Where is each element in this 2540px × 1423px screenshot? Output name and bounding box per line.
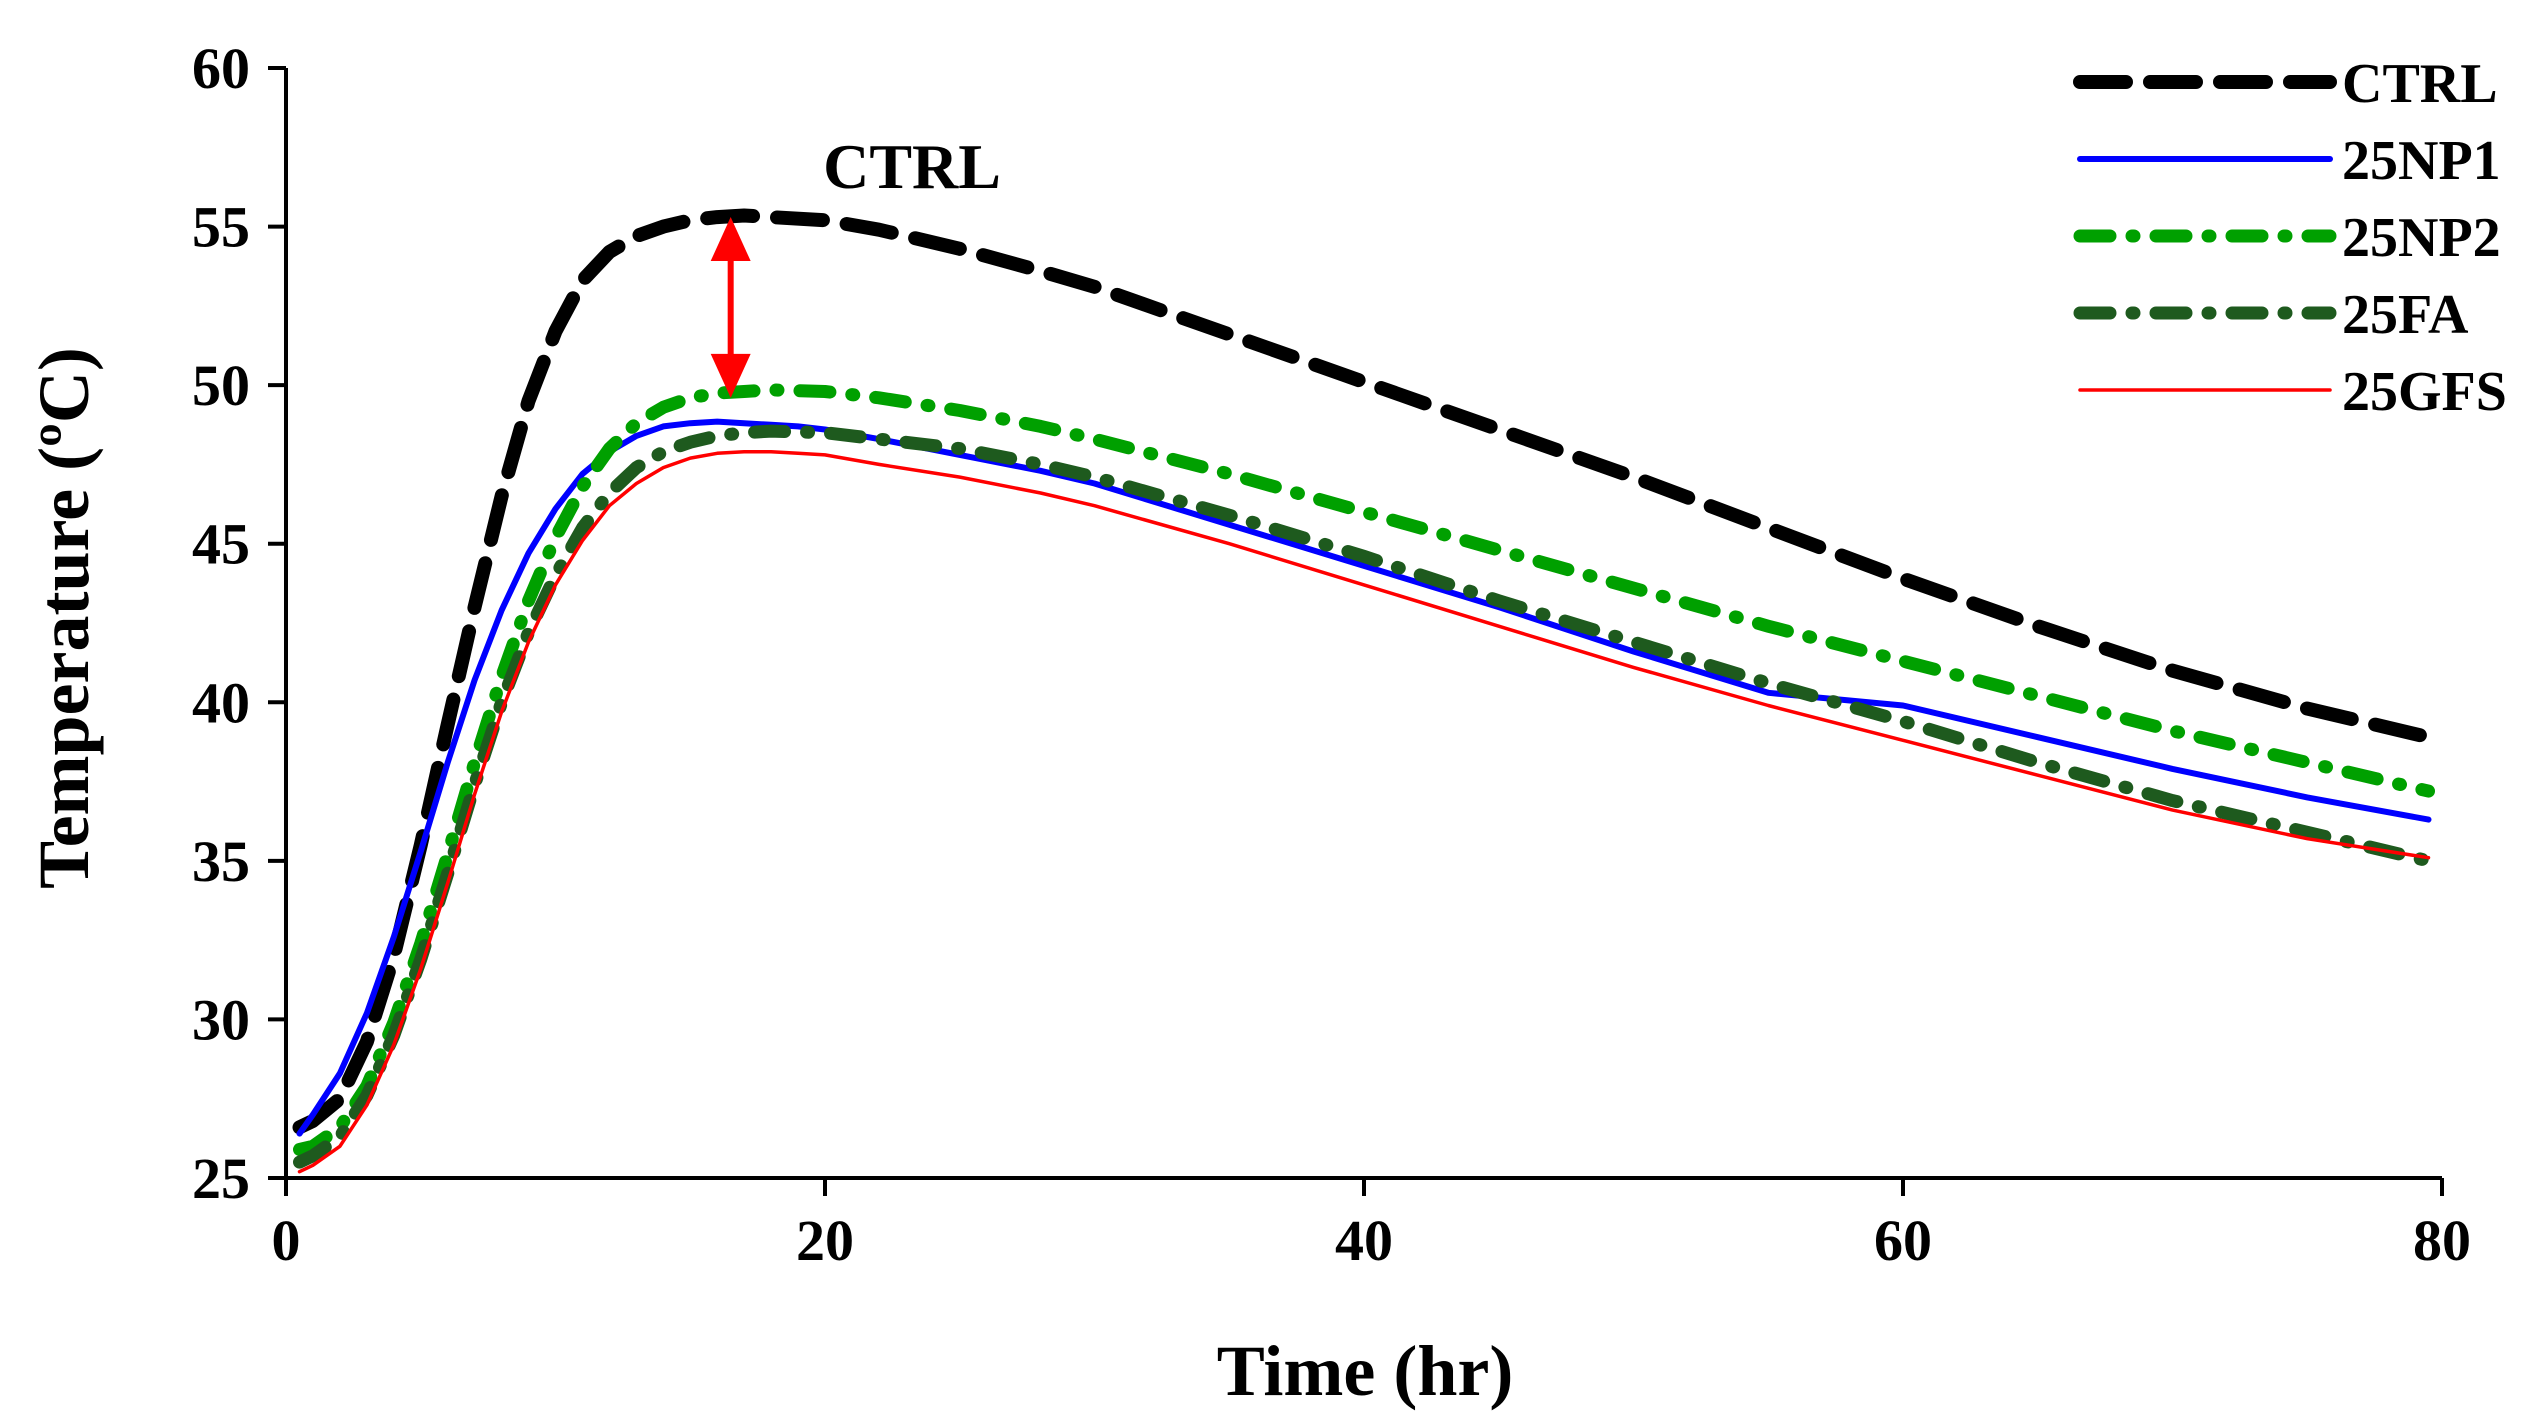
legend-label: 25NP1 — [2342, 130, 2501, 192]
x-tick-label: 60 — [1874, 1208, 1932, 1273]
y-tick-label: 30 — [192, 987, 250, 1052]
series-line-25fa — [293, 424, 2435, 1169]
arrow-head-up-icon — [710, 217, 751, 262]
legend-label: 25GFS — [2342, 361, 2507, 423]
plot-area — [292, 208, 2436, 1174]
x-ticks: 0 20 40 60 80 — [272, 1178, 2471, 1273]
y-tick-label: 50 — [192, 353, 250, 418]
series-line-25gfs — [297, 449, 2431, 1174]
legend-label: 25FA — [2342, 284, 2469, 346]
legend-label: CTRL — [2342, 53, 2498, 115]
arrow-head-down-icon — [710, 353, 751, 398]
legend-item-25gfs: 25GFS — [2078, 361, 2507, 423]
y-tick-label: 25 — [192, 1146, 250, 1211]
x-tick-label: 0 — [272, 1208, 301, 1273]
x-tick-label: 40 — [1335, 1208, 1393, 1273]
y-tick-label: 40 — [192, 670, 250, 735]
legend-label: 25NP2 — [2342, 207, 2501, 269]
y-ticks: 25 30 35 40 45 50 55 60 — [192, 36, 286, 1211]
series-line-25np1 — [296, 418, 2432, 1137]
legend: CTRL 25NP1 25NP2 25FA 25GFS — [2073, 53, 2507, 423]
x-tick-label: 80 — [2413, 1208, 2471, 1273]
x-tick-label: 20 — [796, 1208, 854, 1273]
ctrl-annotation: CTRL — [710, 131, 1001, 398]
y-tick-label: 60 — [192, 36, 250, 101]
y-axis-title: Temperature (ºC) — [24, 347, 104, 889]
legend-item-25np1: 25NP1 — [2077, 130, 2501, 192]
y-tick-label: 55 — [192, 195, 250, 260]
legend-item-25np2: 25NP2 — [2073, 207, 2501, 269]
annotation-label: CTRL — [823, 131, 1001, 202]
axes: 0 20 40 60 80 25 30 35 40 45 50 55 60 — [192, 36, 2471, 1273]
x-axis-title: Time (hr) — [1217, 1331, 1514, 1411]
series-line-ctrl — [292, 208, 2436, 1135]
legend-item-ctrl: CTRL — [2073, 53, 2498, 115]
series-line-25np2 — [293, 383, 2435, 1156]
legend-item-25fa: 25FA — [2073, 284, 2469, 346]
y-tick-label: 45 — [192, 512, 250, 577]
y-tick-label: 35 — [192, 829, 250, 894]
